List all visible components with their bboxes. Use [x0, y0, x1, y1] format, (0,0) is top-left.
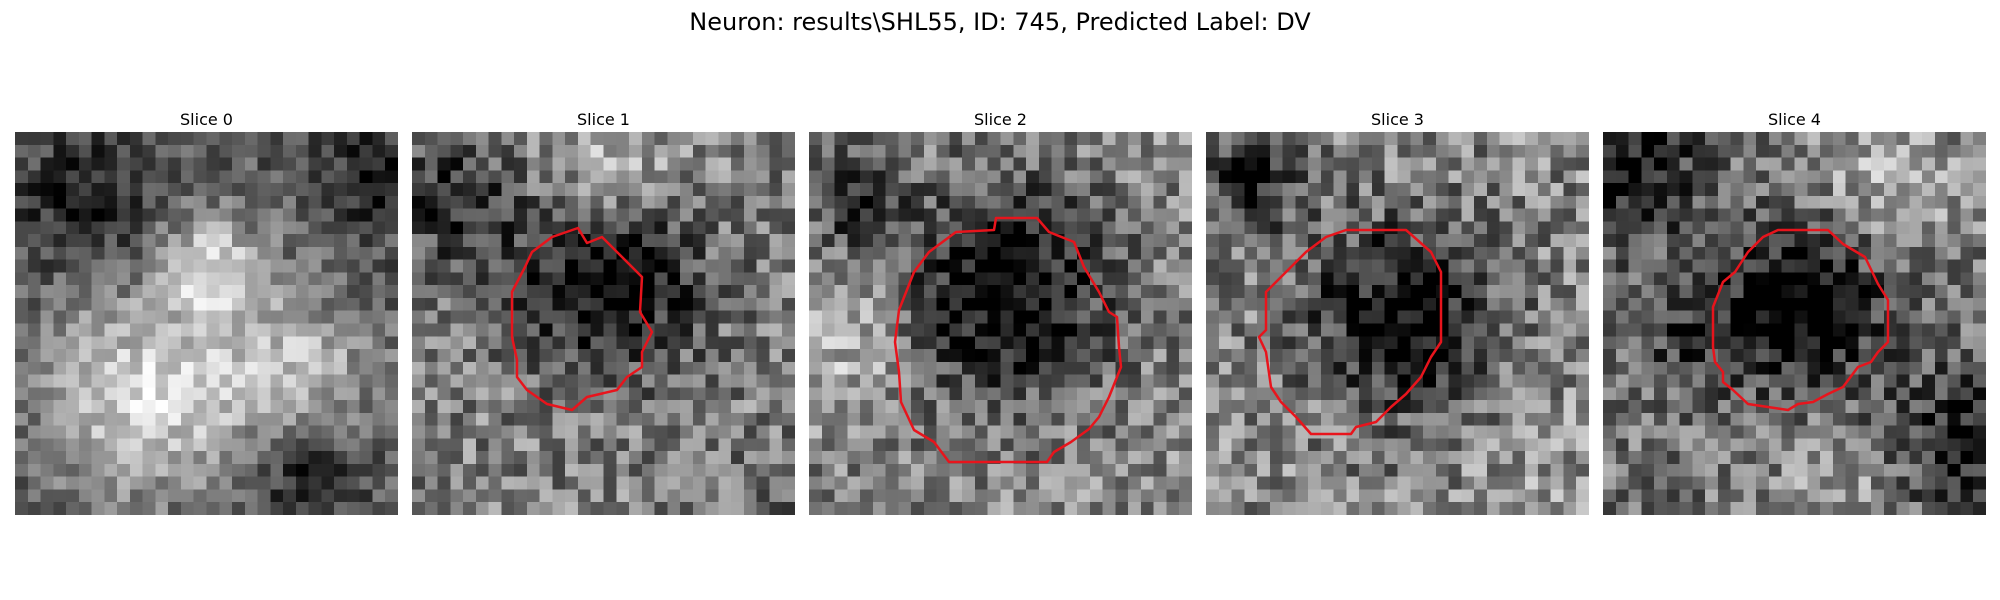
cell-contour-4: [1711, 228, 1890, 412]
grayscale-image-0: [15, 132, 398, 515]
slice-panel-1: Slice 1: [412, 108, 795, 515]
contour-overlay-4: [1711, 228, 1890, 412]
slice-title-0: Slice 0: [180, 110, 233, 129]
grayscale-image-2: [809, 132, 1192, 515]
slice-image-2: [809, 132, 1192, 515]
grayscale-image-3: [1206, 132, 1589, 515]
slice-image-0: [15, 132, 398, 515]
slice-panel-4: Slice 4: [1603, 108, 1986, 515]
cell-contour-3: [1257, 228, 1443, 436]
grayscale-image-4: [1603, 132, 1986, 515]
slice-panel-0: Slice 0: [15, 108, 398, 515]
contour-overlay-2: [893, 216, 1123, 464]
contour-overlay-1: [510, 226, 654, 412]
contour-overlay-3: [1257, 228, 1443, 436]
grayscale-image-1: [412, 132, 795, 515]
slice-title-3: Slice 3: [1371, 110, 1424, 129]
slice-panel-3: Slice 3: [1206, 108, 1589, 515]
cell-contour-2: [893, 216, 1123, 464]
slice-image-3: [1206, 132, 1589, 515]
figure-title: Neuron: results\SHL55, ID: 745, Predicte…: [689, 8, 1311, 36]
slice-title-1: Slice 1: [577, 110, 630, 129]
slice-panel-2: Slice 2: [809, 108, 1192, 515]
slice-image-4: [1603, 132, 1986, 515]
cell-contour-1: [510, 226, 654, 412]
slice-title-4: Slice 4: [1768, 110, 1821, 129]
slice-title-2: Slice 2: [974, 110, 1027, 129]
slice-image-1: [412, 132, 795, 515]
